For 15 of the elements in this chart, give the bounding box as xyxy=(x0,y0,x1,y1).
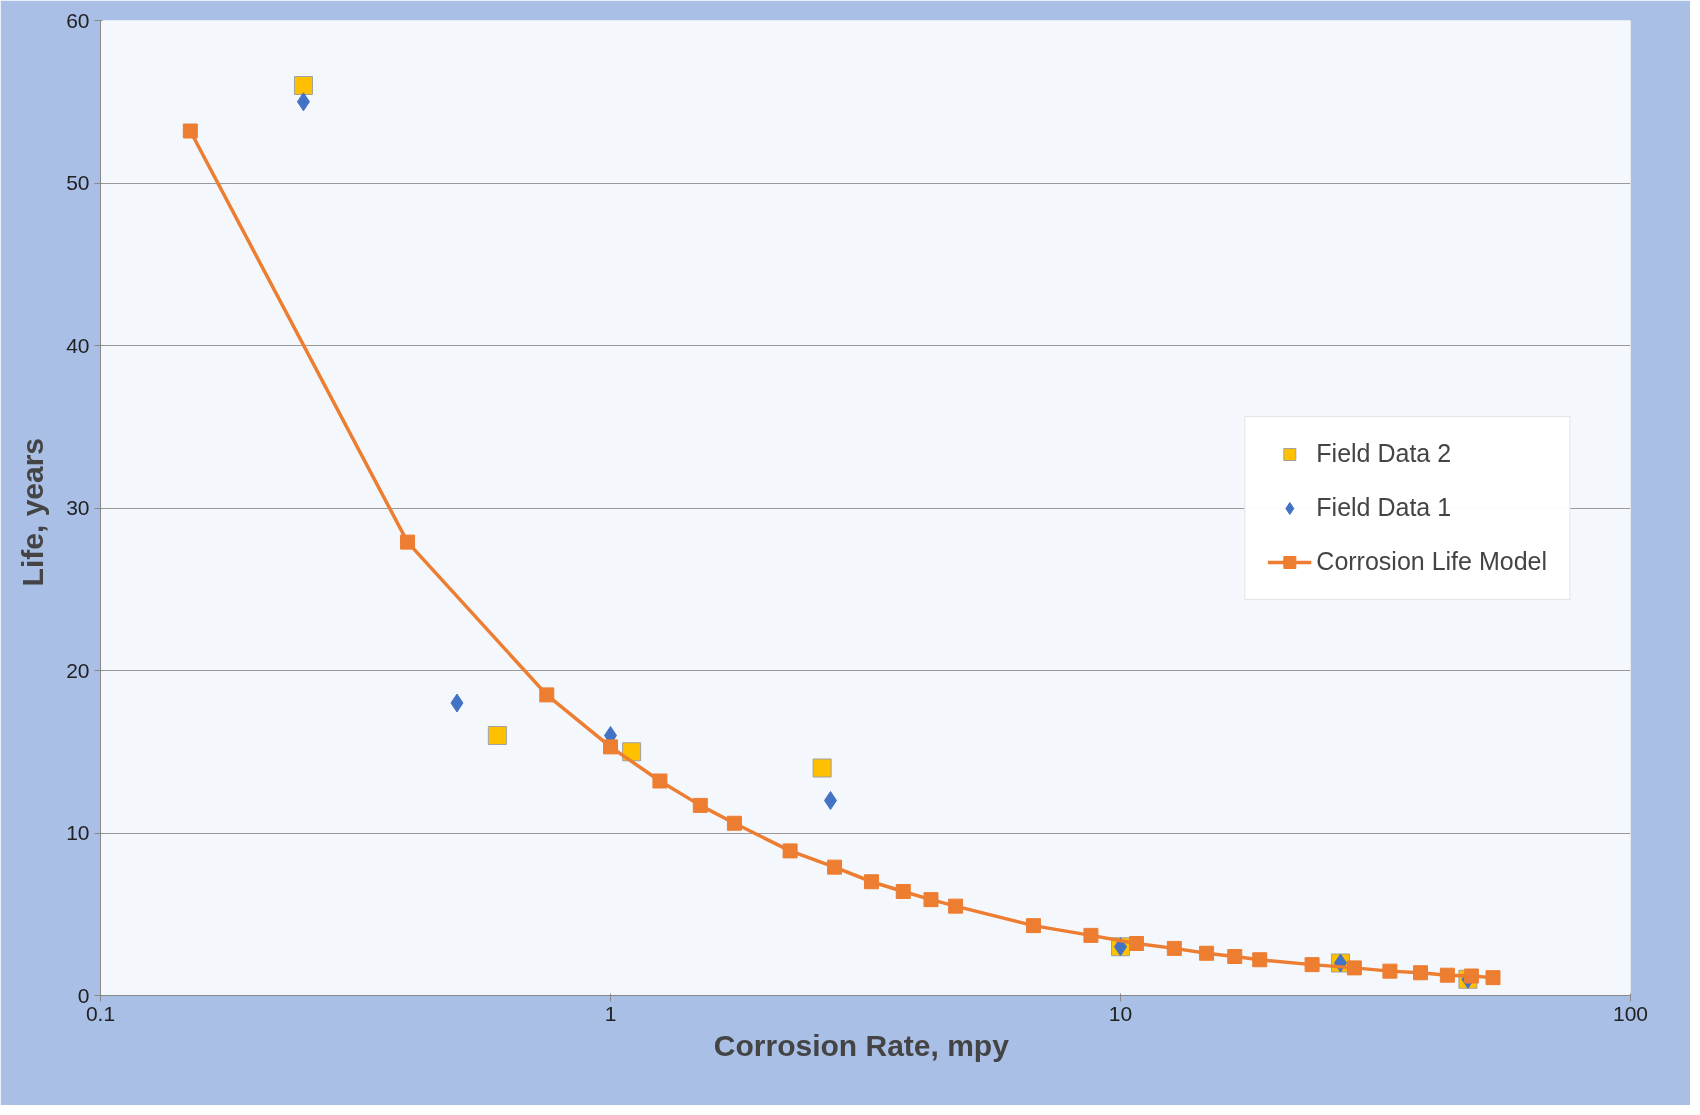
legend-label: Corrosion Life Model xyxy=(1316,547,1547,576)
y-tick-label: 40 xyxy=(66,333,90,357)
y-axis-title: Life, years xyxy=(16,437,50,587)
y-tick-label: 0 xyxy=(77,983,90,1007)
y-tick-label: 60 xyxy=(66,8,90,32)
y-tick-label: 30 xyxy=(66,496,90,519)
x-tick-label: 1 xyxy=(604,1001,617,1025)
legend-label: Field Data 2 xyxy=(1316,439,1452,468)
y-tick-label: 20 xyxy=(66,658,90,682)
y-tick-label: 10 xyxy=(66,821,90,844)
x-tick-label: 10 xyxy=(1108,1001,1133,1025)
legend-label: Field Data 1 xyxy=(1316,493,1452,522)
y-tick-label: 50 xyxy=(66,171,90,194)
x-tick-label: 100 xyxy=(1612,1001,1649,1025)
x-axis-title: Corrosion Rate, mpy xyxy=(713,1028,1010,1062)
